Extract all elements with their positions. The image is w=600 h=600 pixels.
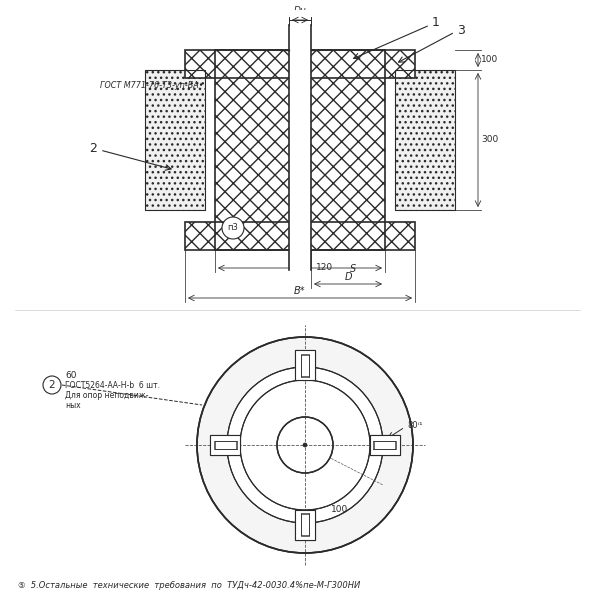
Text: ГОСТ5264-АА-Н-b  6 шт.: ГОСТ5264-АА-Н-b 6 шт. [65, 382, 160, 391]
Text: 1: 1 [432, 16, 440, 29]
Text: 2: 2 [49, 380, 55, 390]
Bar [395, 70, 455, 210]
Text: Dн: Dн [293, 6, 307, 15]
Text: 120: 120 [316, 263, 334, 272]
Text: 100: 100 [481, 55, 498, 64]
Bar [395, 70, 455, 210]
Text: 60: 60 [65, 371, 77, 380]
Bar [214, 441, 236, 449]
Text: 100: 100 [331, 505, 349, 514]
Bar [301, 354, 309, 376]
Text: ГОСТ М771-76-Т3-уп-БА•: ГОСТ М771-76-Т3-уп-БА• [100, 80, 203, 89]
Text: ⑤  5.Остальные  технические  требования  по  ТУДч-42-0030.4%пе-М-Г300НИ: ⑤ 5.Остальные технические требования по … [18, 581, 360, 590]
Bar [295, 350, 315, 380]
Bar [215, 50, 385, 250]
Bar [145, 70, 205, 210]
Bar [295, 510, 315, 540]
Bar [289, 10, 311, 270]
Circle shape [222, 217, 244, 239]
Text: 300: 300 [481, 136, 498, 145]
Text: Для опор неподвиж-: Для опор неподвиж- [65, 391, 149, 401]
Bar [370, 435, 400, 455]
Bar [185, 222, 415, 250]
Text: 3: 3 [457, 23, 465, 37]
Bar [210, 435, 240, 455]
Circle shape [303, 443, 307, 447]
Bar [210, 435, 240, 455]
Text: D: D [344, 272, 352, 282]
Text: 2: 2 [89, 142, 97, 154]
Text: 80ⁱ¹: 80ⁱ¹ [407, 421, 422, 431]
Bar [311, 50, 385, 250]
Bar [215, 50, 289, 250]
Bar [185, 222, 415, 250]
Bar [301, 514, 309, 536]
Circle shape [240, 380, 370, 510]
Circle shape [43, 376, 61, 394]
Bar [185, 50, 415, 78]
Bar [374, 441, 396, 449]
Text: B*: B* [294, 286, 306, 296]
Circle shape [197, 337, 413, 553]
Bar [185, 50, 415, 78]
Bar [295, 350, 315, 380]
Text: ных: ных [65, 401, 80, 410]
Circle shape [277, 417, 333, 473]
Bar [370, 435, 400, 455]
Bar [295, 510, 315, 540]
Text: п3: п3 [227, 223, 238, 232]
Circle shape [227, 367, 383, 523]
Text: S: S [350, 264, 356, 274]
Bar [145, 70, 205, 210]
